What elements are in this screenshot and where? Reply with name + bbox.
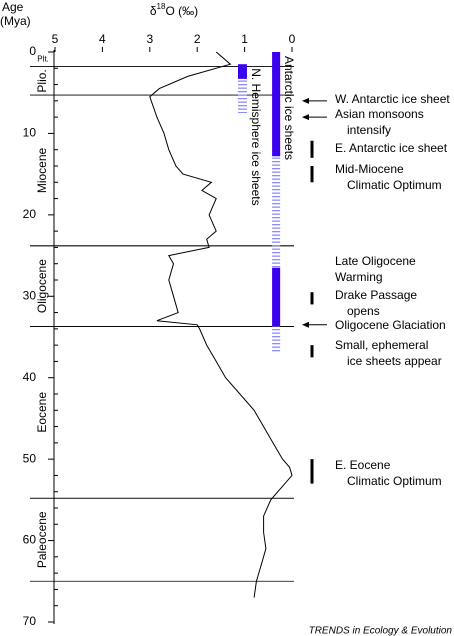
event-label: Mid-Miocene: [335, 162, 404, 176]
ice-sheet-partial: [237, 78, 247, 114]
arrow-head: [302, 321, 309, 328]
x-tick-label: 1: [241, 32, 248, 46]
ice-sheet-label: N. Hemisphere ice sheets: [249, 68, 263, 205]
x-tick-label: 4: [99, 32, 106, 46]
d18o-curve: [149, 51, 293, 598]
event-label: Climatic Optimum: [347, 474, 442, 488]
ice-sheet-label: Antarctic ice sheets: [282, 56, 296, 160]
ice-sheet-full: [272, 52, 281, 157]
event-arrow: [302, 321, 327, 328]
y-tick-label: 40: [23, 370, 37, 384]
x-label: δ18O (‰): [150, 2, 198, 18]
ice-sheet-partial: [272, 326, 281, 354]
arrow-head: [302, 114, 309, 121]
event-arrow: [302, 97, 327, 104]
ice-sheet-full: [272, 267, 281, 327]
y-tick-label: 0: [29, 44, 36, 58]
x-tick-label: 0: [289, 32, 296, 46]
event-arrow: [302, 114, 327, 121]
y-label: Age: [2, 0, 24, 14]
epoch-label: Plio.: [35, 69, 49, 92]
epoch-label: Paleocene: [35, 511, 49, 568]
event-label: Oligocene Glaciation: [335, 318, 446, 332]
event-label: intensify: [347, 123, 391, 137]
y-tick-label: 10: [23, 126, 37, 140]
event-label: Asian monsoons: [335, 107, 424, 121]
event-label: E. Antarctic ice sheet: [335, 141, 448, 155]
x-tick-label: 2: [194, 32, 201, 46]
event-label: Drake Passage: [335, 288, 417, 302]
event-label: W. Antarctic ice sheet: [335, 92, 450, 106]
event-label: opens: [347, 304, 380, 318]
event-label: Late Oligocene: [335, 254, 416, 268]
footer: TRENDS in Ecology & Evolution: [309, 626, 453, 636]
arrow-head: [302, 97, 309, 104]
epoch-label: Miocene: [35, 147, 49, 193]
y-tick-label: 60: [23, 533, 37, 547]
event-label: Warming: [335, 270, 383, 284]
epoch-label: Oligocene: [35, 259, 49, 313]
y-tick-label: 50: [23, 451, 37, 465]
y-label: (Mya): [0, 14, 31, 28]
y-tick-label: 20: [23, 207, 37, 221]
event-label: E. Eocene: [335, 458, 391, 472]
x-tick-label: 3: [146, 32, 153, 46]
y-tick-label: 70: [23, 614, 37, 628]
x-label-sup: 18: [157, 2, 166, 11]
event-label: Small, ephemeral: [335, 338, 428, 352]
event-label: ice sheets appear: [347, 354, 442, 368]
ice-sheet-partial: [272, 156, 281, 268]
y-tick-label: 30: [23, 288, 37, 302]
x-label-prefix: δ: [150, 4, 157, 18]
event-label: Climatic Optimum: [347, 178, 442, 192]
x-label-suffix: O (‰): [165, 4, 198, 18]
epoch-label: Eocene: [35, 392, 49, 433]
epoch-label: Plt.: [37, 54, 49, 63]
x-tick-label: 5: [52, 32, 59, 46]
ice-sheet-full: [237, 64, 247, 79]
